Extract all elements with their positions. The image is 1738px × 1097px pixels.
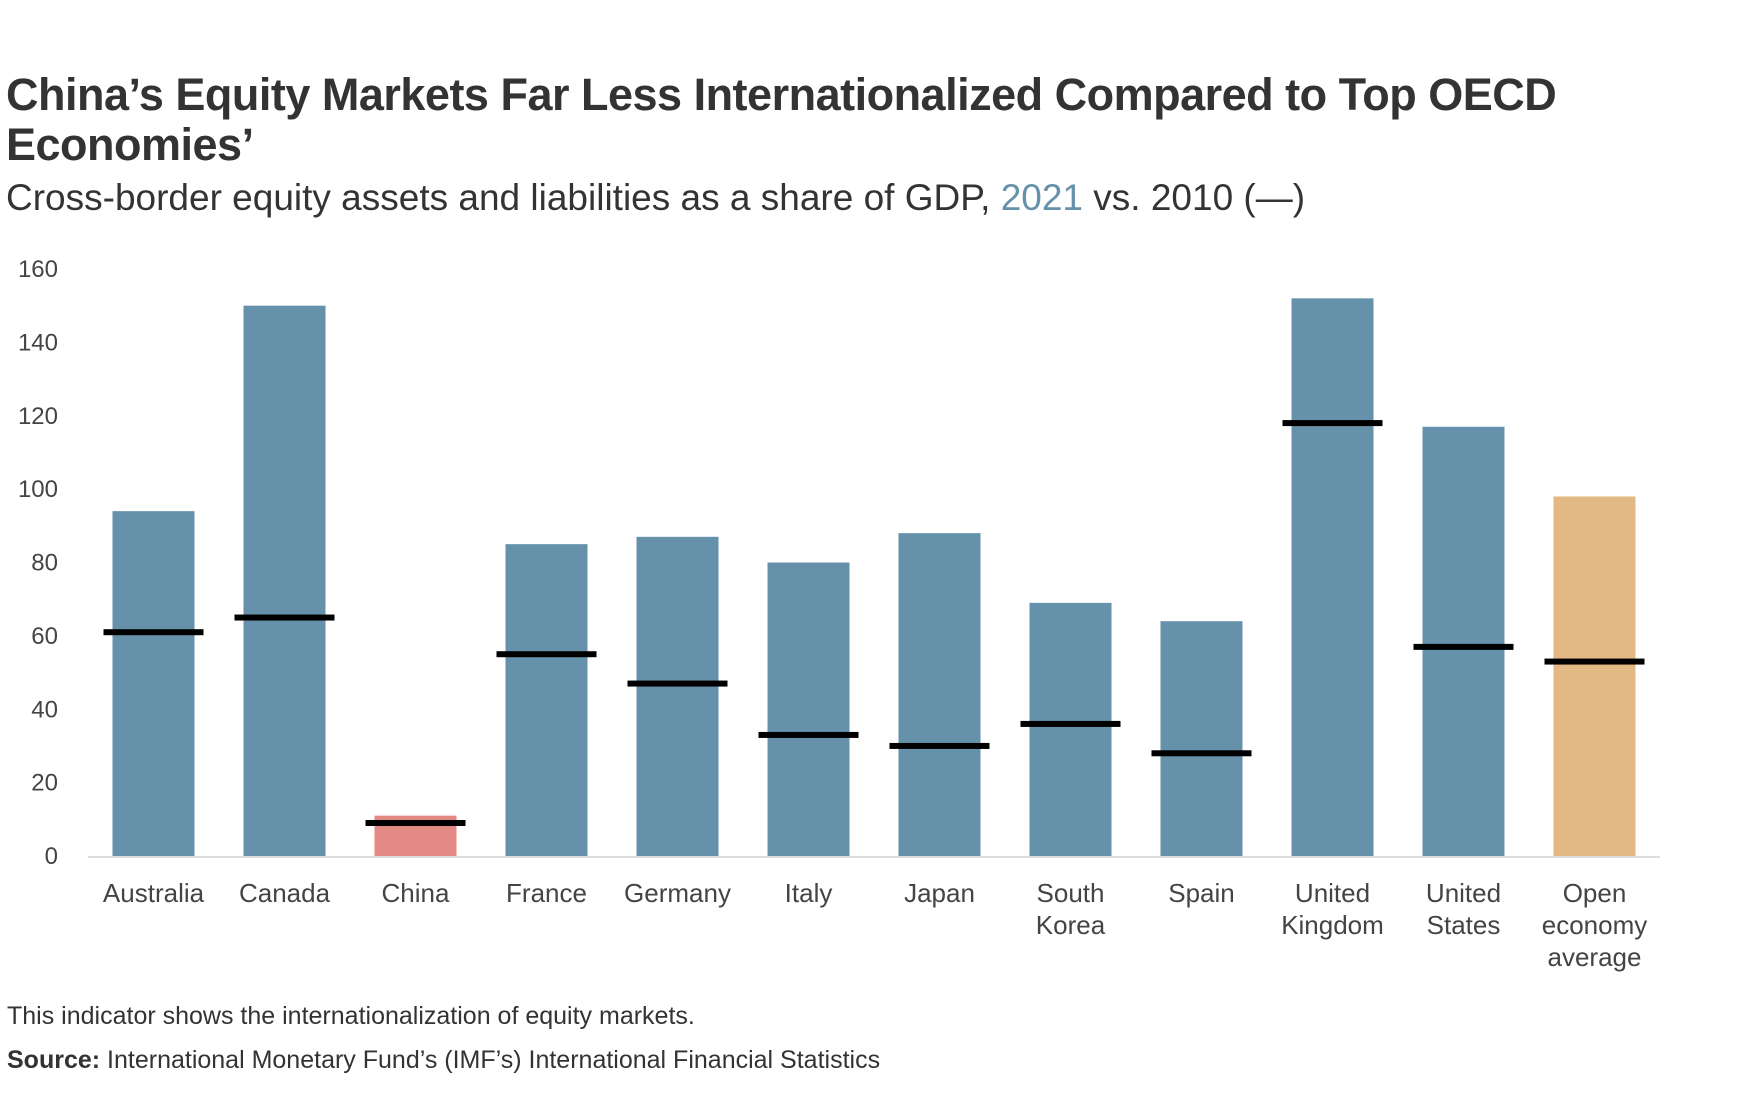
marker-2010 [234, 614, 335, 621]
bar-2021 [636, 536, 719, 856]
bar-2021 [767, 562, 850, 856]
x-tick-label-line: Spain [1168, 878, 1235, 908]
y-tick-label: 0 [45, 843, 58, 870]
y-tick-label: 120 [18, 403, 58, 430]
marker-2010 [365, 819, 466, 826]
y-tick-label: 20 [31, 770, 58, 797]
y-tick-label: 100 [18, 476, 58, 503]
chart-title: China’s Equity Markets Far Less Internat… [6, 69, 1557, 170]
x-tick-label: Italy [785, 878, 833, 908]
chart-source: Source: International Monetary Fund’s (I… [7, 1046, 880, 1075]
x-tick-label-line: South [1037, 878, 1105, 908]
x-tick-label: China [382, 878, 450, 908]
bar-2021 [898, 533, 981, 856]
chart-note: This indicator shows the internationaliz… [7, 1002, 695, 1030]
source-text: International Monetary Fund’s (IMF’s) In… [100, 1046, 881, 1074]
y-tick-label: 40 [31, 696, 58, 723]
y-tick-label: 60 [31, 623, 58, 650]
x-tick-label-line: Canada [239, 878, 331, 908]
bar-2021 [1160, 621, 1243, 856]
x-tick-label-line: Australia [103, 878, 205, 908]
x-tick-label: United Kingdom [1281, 878, 1384, 940]
markers-2010 [103, 420, 1645, 826]
x-tick-label-line: Open [1563, 878, 1627, 908]
y-tick-label: 80 [31, 550, 58, 577]
bar-2021 [1291, 298, 1374, 857]
marker-2010 [1544, 658, 1645, 665]
x-tick-label-line: China [382, 878, 450, 908]
x-tick-label: Spain [1168, 878, 1235, 908]
y-tick-label: 160 [18, 256, 58, 283]
x-tick-label-line: Kingdom [1281, 910, 1384, 940]
bar-2021 [1422, 426, 1505, 856]
subtitle-highlight-year: 2021 [1000, 177, 1083, 218]
marker-2010 [627, 680, 728, 687]
x-tick-label-line: Japan [904, 878, 975, 908]
marker-2010 [1282, 420, 1383, 427]
x-tick-label-line: United [1295, 878, 1370, 908]
x-tick-label-line: States [1427, 910, 1501, 940]
marker-2010 [1020, 720, 1121, 727]
x-tick-label-line: Germany [624, 878, 731, 908]
x-tick-label: Australia [103, 878, 205, 908]
marker-2010 [103, 629, 204, 636]
x-axis: Australia Canada China France Germany Italy Ja… [103, 878, 1647, 972]
x-tick-label-line: Korea [1036, 910, 1106, 940]
bar-2021 [243, 305, 326, 856]
marker-2010 [889, 742, 990, 749]
chart-subtitle: Cross-border equity assets and liabiliti… [6, 176, 1305, 220]
x-tick-label-line: Italy [785, 878, 833, 908]
marker-2010 [1413, 643, 1514, 650]
bar-2021 [1029, 602, 1112, 856]
x-tick-label: Japan [904, 878, 975, 908]
bar-2021 [1553, 496, 1636, 856]
subtitle-prefix: Cross-border equity assets and liabiliti… [6, 177, 1001, 218]
x-tick-label-line: average [1548, 942, 1642, 972]
marker-2010 [758, 731, 859, 738]
source-label: Source: [7, 1046, 101, 1074]
x-tick-label: Germany [624, 878, 731, 908]
marker-2010 [1151, 750, 1252, 757]
x-tick-label: France [506, 878, 587, 908]
x-tick-label: United States [1426, 878, 1501, 940]
x-tick-label: South Korea [1036, 878, 1106, 940]
y-axis: 0 20 40 60 80 100 120 140 160 [18, 256, 58, 870]
y-tick-label: 140 [18, 329, 58, 356]
x-tick-label-line: United [1426, 878, 1501, 908]
bar-chart: 0 20 40 60 80 100 120 140 160 Australia Canada Chi… [18, 256, 1660, 972]
x-tick-label-line: economy [1542, 910, 1648, 940]
bar-2021 [112, 511, 195, 856]
x-tick-label: Canada [239, 878, 331, 908]
marker-2010 [496, 651, 597, 658]
x-tick-label: Open economy average [1542, 878, 1648, 972]
x-tick-label-line: France [506, 878, 587, 908]
subtitle-suffix: vs. 2010 (—) [1083, 177, 1306, 218]
bar-2021 [505, 544, 588, 856]
bars-2021 [112, 298, 1636, 857]
